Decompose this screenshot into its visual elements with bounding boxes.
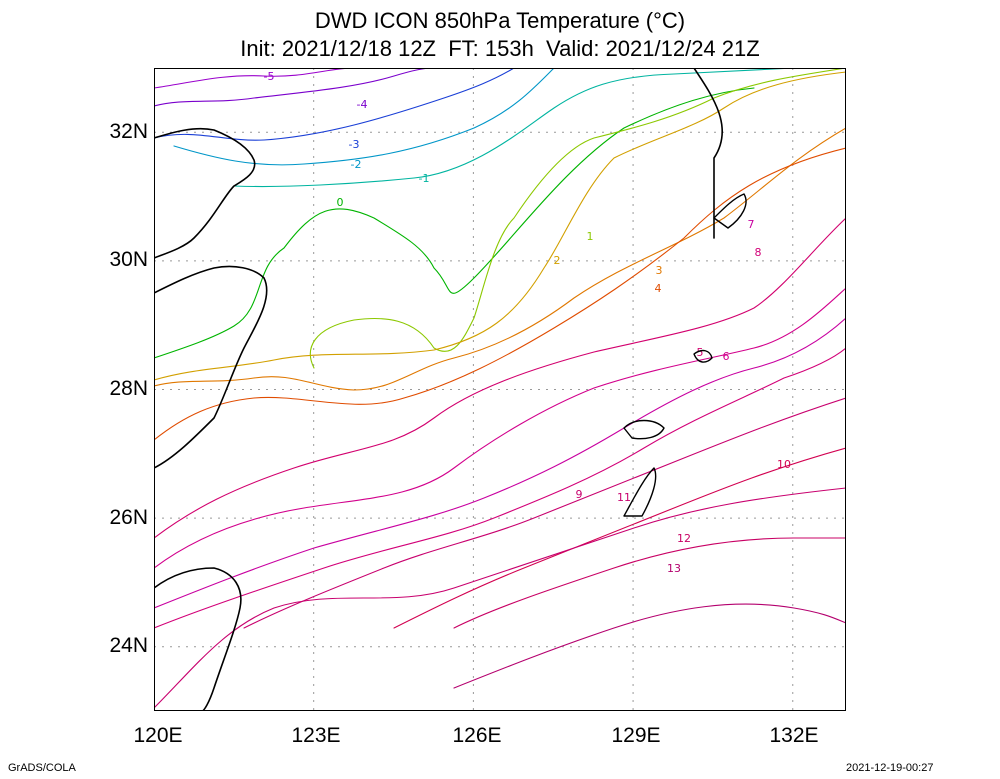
island-amami xyxy=(623,467,657,517)
island-ryukyu xyxy=(693,349,713,363)
contour-label-8: 8 xyxy=(755,246,762,259)
lat-label-24n: 24N xyxy=(109,634,148,657)
island-yakushima xyxy=(713,193,747,229)
lat-label-26n: 26N xyxy=(109,506,148,529)
contour-line-1 xyxy=(309,68,846,369)
lat-label-28n: 28N xyxy=(109,377,148,400)
contour-line-12 xyxy=(453,537,846,629)
contour-label-13: 13 xyxy=(667,562,681,575)
contour-label-6: 6 xyxy=(723,350,730,363)
contour-label--1: -1 xyxy=(419,172,430,185)
contour-line-2 xyxy=(154,71,846,381)
contour-label-5: 5 xyxy=(697,346,704,359)
lat-label-32n: 32N xyxy=(109,120,148,143)
lon-label-129e: 129E xyxy=(611,724,661,747)
coastline-china-east xyxy=(154,265,268,469)
contour-line-0 xyxy=(154,87,755,359)
lat-label-30n: 30N xyxy=(109,248,148,271)
contour-label--4: -4 xyxy=(357,98,368,111)
contour-label-1: 1 xyxy=(587,230,594,243)
contour-label--2: -2 xyxy=(351,158,362,171)
contour-label-4: 4 xyxy=(655,282,662,295)
contour-line-5 xyxy=(154,217,846,539)
contour-line-3 xyxy=(154,127,846,391)
contour-label--3: -3 xyxy=(349,138,360,151)
contour-map-plot: -5 -4 -3 -2 -1 0 1 2 3 4 5 6 7 8 9 10 11 12 13 xyxy=(154,68,846,711)
contour-line-7 xyxy=(154,317,846,609)
lon-label-126e: 126E xyxy=(452,724,502,747)
lon-label-123e: 123E xyxy=(291,724,341,747)
contour-label-7: 7 xyxy=(748,218,755,231)
contour-label-2: 2 xyxy=(554,254,561,267)
contour-label-12: 12 xyxy=(677,532,691,545)
contour-label-10: 10 xyxy=(777,458,791,471)
contour-line-8 xyxy=(154,347,846,629)
contour-line-4 xyxy=(154,147,846,441)
contour-label--5: -5 xyxy=(264,70,275,83)
coastline-china-north xyxy=(154,127,256,259)
map-title-line1: DWD ICON 850hPa Temperature (°C) xyxy=(314,8,686,33)
contour-line-13 xyxy=(453,603,846,689)
contour-line--3 xyxy=(154,68,515,141)
coastline-kyushu xyxy=(693,68,724,239)
contour-line-6 xyxy=(154,287,846,569)
contour-label-3: 3 xyxy=(656,264,663,277)
contour-label-0: 0 xyxy=(337,196,344,209)
footer-timestamp: 2021-12-19-00:27 xyxy=(846,762,934,774)
contour-line--5 xyxy=(154,68,355,89)
contour-label-9: 9 xyxy=(576,488,583,501)
contour-line--2 xyxy=(173,68,555,166)
footer-software: GrADS/COLA xyxy=(8,762,76,774)
island-okinawa xyxy=(623,419,665,440)
contour-line-10 xyxy=(393,447,846,629)
contour-line--1 xyxy=(233,68,795,188)
contour-line-11 xyxy=(154,487,846,709)
lon-label-132e: 132E xyxy=(769,724,819,747)
map-title-line2: Init: 2021/12/18 12Z FT: 153h Valid: 202… xyxy=(240,36,760,61)
lon-label-120e: 120E xyxy=(133,724,183,747)
coastline-taiwan xyxy=(154,567,242,711)
contour-label-11: 11 xyxy=(617,491,631,504)
contour-line--4 xyxy=(154,68,435,107)
contour-line-9 xyxy=(243,397,846,629)
